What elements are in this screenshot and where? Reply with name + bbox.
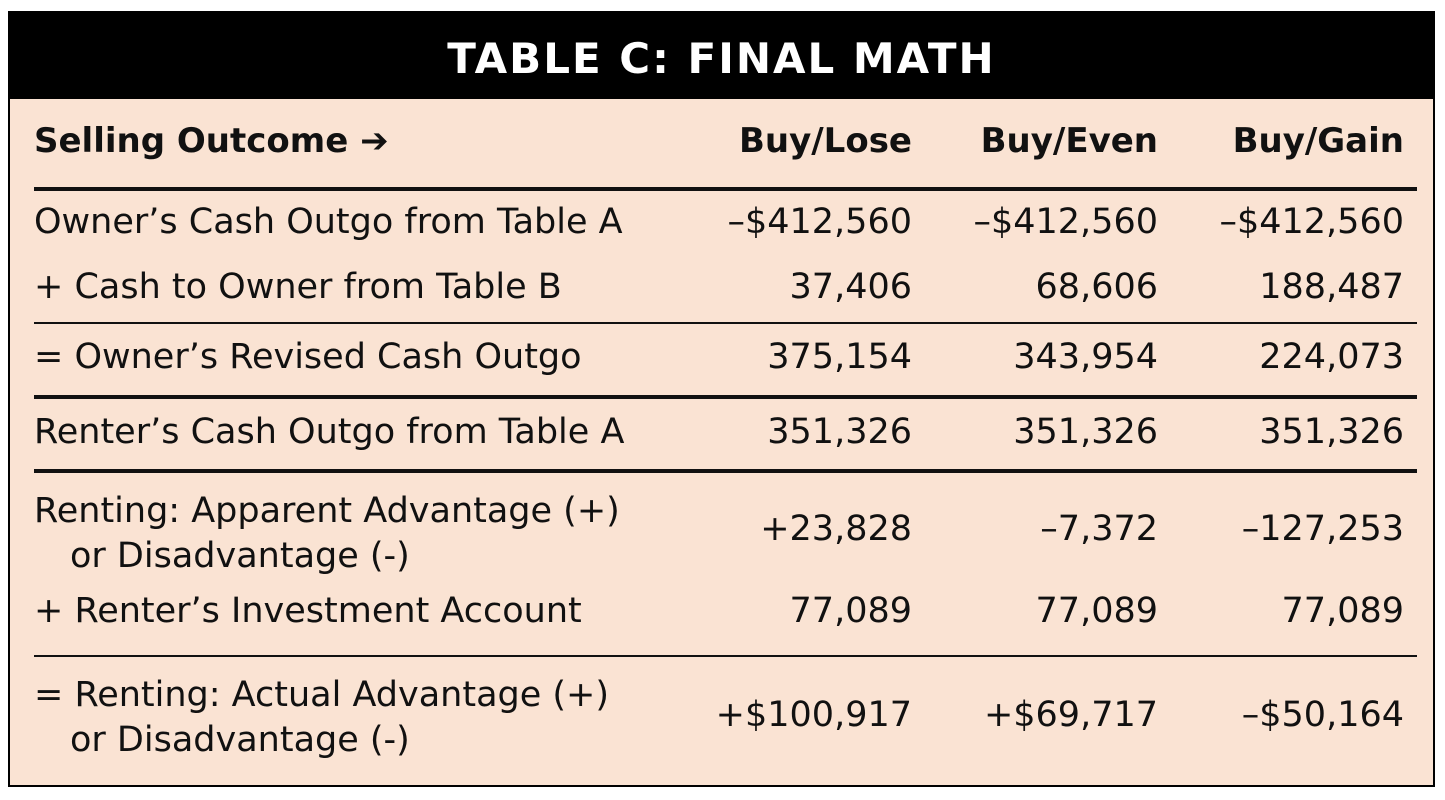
column-header-buy-lose: Buy/Lose	[738, 121, 912, 161]
row-label-line-1: = Renting: Actual Advantage (+)	[34, 675, 610, 715]
cell-buy-even: –7,372	[1040, 509, 1158, 549]
cell-buy-gain: 77,089	[1281, 591, 1404, 631]
row-divider	[34, 395, 1417, 399]
cell-buy-gain: –$412,560	[1219, 202, 1404, 242]
header-label: Selling Outcome ➔	[34, 121, 389, 161]
cell-buy-even: 77,089	[1035, 591, 1158, 631]
cell-buy-gain: –$50,164	[1241, 695, 1404, 735]
row-label-line-2: or Disadvantage (-)	[70, 720, 410, 760]
row-divider	[34, 655, 1417, 657]
cell-buy-lose: –$412,560	[727, 202, 912, 242]
cell-buy-lose: 37,406	[789, 267, 912, 307]
row-divider	[34, 469, 1417, 473]
row-divider	[34, 322, 1417, 324]
cell-buy-gain: 224,073	[1259, 337, 1404, 377]
cell-buy-lose: +23,828	[760, 509, 912, 549]
cell-buy-lose: 351,326	[767, 412, 912, 452]
final-math-table: TABLE C: FINAL MATH Selling Outcome ➔ Bu…	[8, 11, 1435, 787]
cell-buy-even: 68,606	[1035, 267, 1158, 307]
cell-buy-even: +$69,717	[983, 695, 1158, 735]
row-label-line-2: or Disadvantage (-)	[70, 536, 410, 576]
cell-buy-even: 351,326	[1013, 412, 1158, 452]
row-label: Renter’s Cash Outgo from Table A	[34, 412, 625, 452]
cell-buy-lose: 77,089	[789, 591, 912, 631]
table-title: TABLE C: FINAL MATH	[10, 13, 1433, 99]
row-label: + Cash to Owner from Table B	[34, 267, 562, 307]
cell-buy-gain: 351,326	[1259, 412, 1404, 452]
row-label-line-1: Renting: Apparent Advantage (+)	[34, 491, 620, 531]
column-header-buy-gain: Buy/Gain	[1232, 121, 1404, 161]
cell-buy-even: 343,954	[1013, 337, 1158, 377]
row-label: + Renter’s Investment Account	[34, 591, 582, 631]
header-divider	[34, 187, 1417, 191]
cell-buy-gain: –127,253	[1241, 509, 1404, 549]
column-header-buy-even: Buy/Even	[980, 121, 1158, 161]
cell-buy-even: –$412,560	[973, 202, 1158, 242]
cell-buy-lose: +$100,917	[715, 695, 912, 735]
row-label: Renting: Apparent Advantage (+) or Disad…	[34, 489, 620, 579]
cell-buy-lose: 375,154	[767, 337, 912, 377]
row-label: = Owner’s Revised Cash Outgo	[34, 337, 582, 377]
row-label: = Renting: Actual Advantage (+) or Disad…	[34, 673, 609, 763]
cell-buy-gain: 188,487	[1259, 267, 1404, 307]
row-label: Owner’s Cash Outgo from Table A	[34, 202, 623, 242]
